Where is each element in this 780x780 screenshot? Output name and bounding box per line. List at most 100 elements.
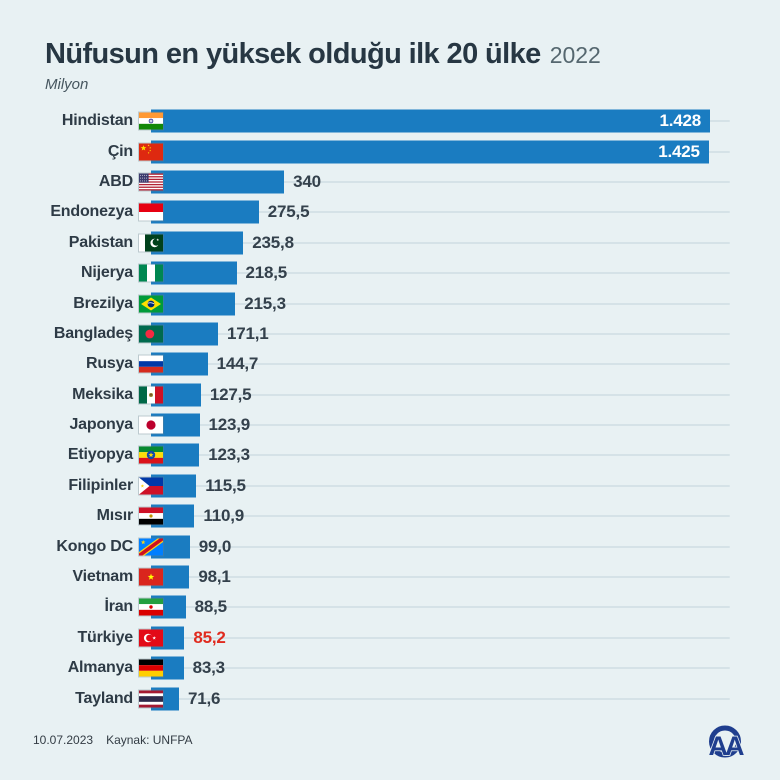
country-label: Vietnam: [72, 568, 133, 586]
chart-row: Kongo DC 99,0: [0, 531, 780, 561]
chart-row: Tayland 71,6: [0, 683, 780, 713]
value-label: 340: [293, 171, 321, 191]
india-flag-icon: [139, 112, 163, 130]
iran-flag-icon: [139, 598, 163, 616]
country-label: Mısır: [96, 507, 134, 525]
country-label: İran: [104, 598, 133, 616]
country-label: Etiyopya: [67, 446, 133, 464]
usa-flag-icon: [139, 173, 163, 191]
chart-row: ABD 340: [0, 167, 780, 197]
value-label: 115,5: [205, 475, 246, 495]
value-label: 218,5: [245, 263, 288, 283]
country-label: Türkiye: [77, 628, 133, 646]
chart-row: Bangladeş 171,1: [0, 319, 780, 349]
bar-track-line: [151, 697, 730, 700]
germany-flag-icon: [139, 659, 163, 677]
bar-track-line: [151, 393, 730, 396]
population-bar: [151, 109, 710, 133]
population-bar: [151, 200, 259, 224]
country-label: Pakistan: [68, 233, 133, 251]
philippines-flag-icon: [139, 477, 163, 495]
pakistan-flag-icon: [139, 234, 163, 252]
russia-flag-icon: [139, 355, 163, 373]
chart-row: Pakistan 235,8: [0, 228, 780, 258]
value-label: 1.425: [658, 141, 700, 161]
value-label: 123,3: [208, 445, 250, 465]
country-label: Brezilya: [73, 294, 133, 312]
bar-track-line: [151, 636, 730, 639]
title-year: 2022: [549, 42, 601, 68]
source-label: Kaynak: UNFPA: [106, 733, 193, 747]
unit-label: Milyon: [45, 76, 89, 93]
country-label: Rusya: [85, 355, 133, 373]
mexico-flag-icon: [139, 386, 163, 404]
bar-track-line: [151, 272, 730, 275]
bar-chart: Hindistan 1.428 Çin 1.425 ABD 340 Endonezya 275…: [0, 106, 780, 714]
bar-track-line: [151, 332, 730, 335]
chart-row: Japonya 123,9: [0, 410, 780, 440]
value-label: 123,9: [208, 415, 251, 435]
population-bar: [151, 352, 208, 376]
country-label: Tayland: [75, 689, 133, 707]
value-label: 215,3: [244, 293, 286, 313]
value-label: 275,5: [267, 202, 310, 222]
turkey-flag-icon: [139, 629, 163, 647]
value-label: 98,1: [198, 567, 231, 587]
nigeria-flag-icon: [139, 264, 163, 282]
chart-row: Meksika 127,5: [0, 380, 780, 410]
country-label: Bangladeş: [53, 324, 133, 342]
chart-row: Vietnam 98,1: [0, 562, 780, 592]
country-label: Meksika: [72, 385, 133, 403]
value-label: 85,2: [193, 627, 226, 647]
country-label: Nijerya: [81, 264, 133, 282]
chart-row: Çin 1.425: [0, 136, 780, 166]
chart-row: Rusya 144,7: [0, 349, 780, 379]
chart-row: Nijerya 218,5: [0, 258, 780, 288]
brazil-flag-icon: [139, 295, 163, 313]
bar-track-line: [151, 454, 730, 457]
country-label: ABD: [98, 172, 133, 190]
population-bar: [151, 170, 285, 194]
chart-row: Türkiye 85,2: [0, 623, 780, 653]
population-bar: [151, 231, 244, 255]
bar-track-line: [151, 363, 730, 366]
country-label: Almanya: [67, 659, 133, 677]
value-label: 127,5: [209, 384, 252, 404]
bar-track-line: [151, 576, 730, 579]
bar-track-line: [151, 211, 730, 214]
chart-row: Hindistan 1.428: [0, 106, 780, 136]
value-label: 88,5: [194, 597, 227, 617]
chart-row: Filipinler 115,5: [0, 471, 780, 501]
value-label: 83,3: [192, 658, 225, 678]
chart-row: Brezilya 215,3: [0, 288, 780, 318]
indonesia-flag-icon: [139, 203, 163, 221]
bar-track-line: [151, 484, 730, 487]
country-label: Japonya: [69, 416, 133, 434]
japan-flag-icon: [139, 416, 163, 434]
value-label: 171,1: [227, 323, 269, 343]
bar-track-line: [151, 667, 730, 670]
population-bar: [151, 292, 236, 316]
vietnam-flag-icon: [139, 568, 163, 586]
country-label: Hindistan: [61, 112, 133, 130]
population-bar: [151, 443, 200, 467]
china-flag-icon: [139, 143, 163, 161]
bar-track-line: [151, 424, 730, 427]
value-label: 1.428: [659, 111, 701, 131]
egypt-flag-icon: [139, 507, 163, 525]
chart-row: Almanya 83,3: [0, 653, 780, 683]
chart-row: Etiyopya 123,3: [0, 440, 780, 470]
value-label: 71,6: [188, 688, 221, 708]
header: Nüfusun en yüksek olduğu ilk 20 ülke 2022…: [45, 38, 601, 93]
value-label: 99,0: [198, 536, 232, 556]
value-label: 144,7: [216, 354, 259, 374]
bar-track-line: [151, 545, 730, 548]
bangladesh-flag-icon: [139, 325, 163, 343]
country-label: Filipinler: [68, 476, 133, 494]
bar-track-line: [151, 515, 730, 518]
bar-track-line: [151, 606, 730, 609]
population-bar: [151, 322, 218, 346]
bar-track-line: [151, 302, 730, 305]
bar-track-line: [151, 180, 730, 183]
population-bar: [151, 140, 709, 164]
